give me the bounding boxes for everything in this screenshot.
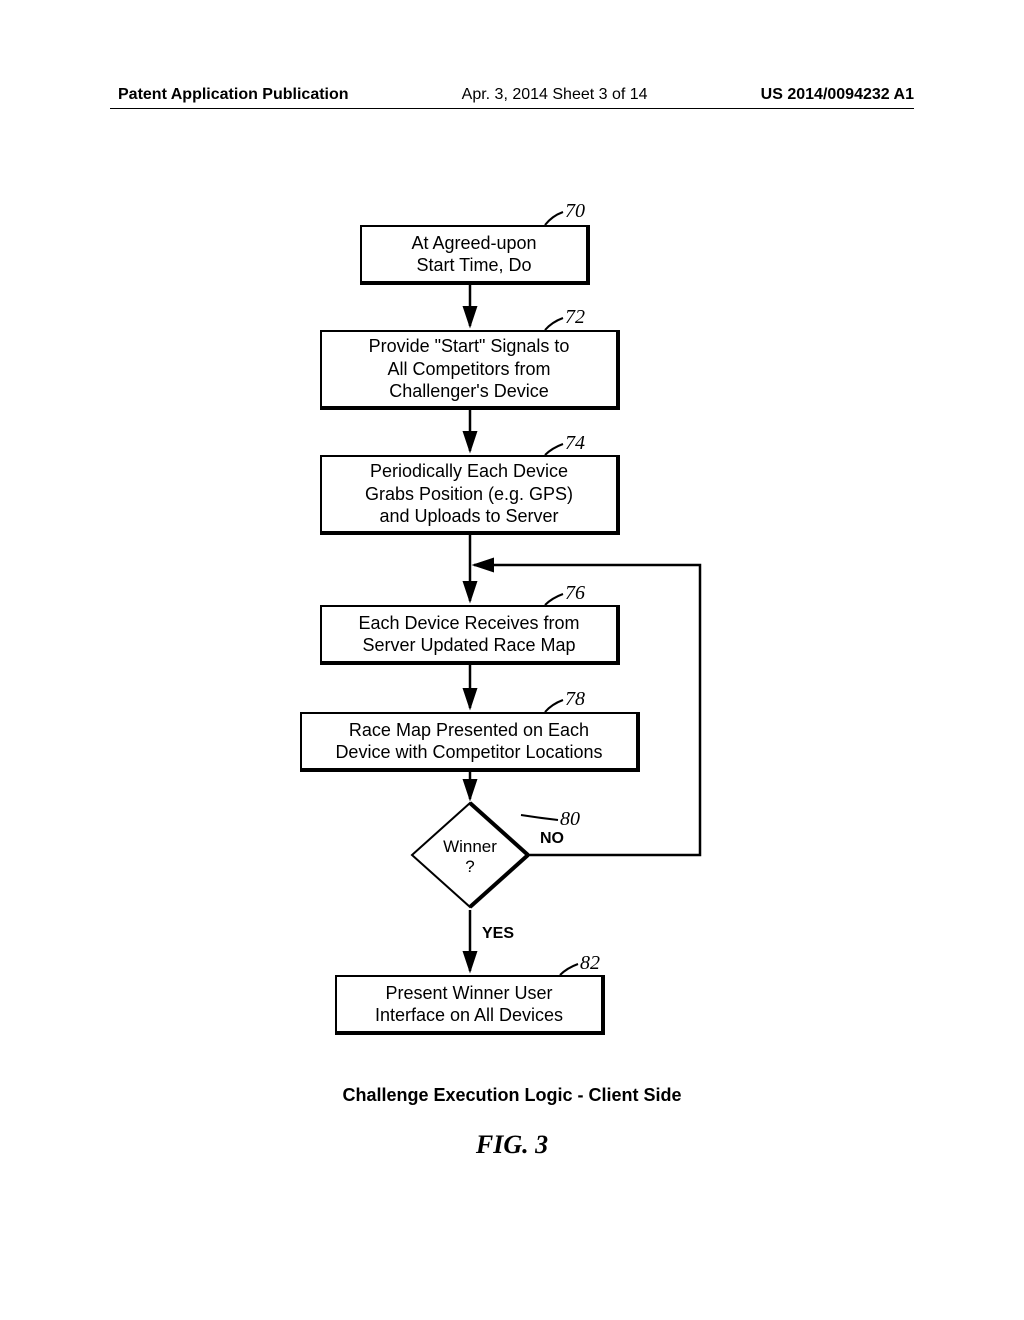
flowchart: At Agreed-uponStart Time, Do Provide "St… [0, 0, 1024, 1320]
svg-text:?: ? [465, 857, 474, 876]
figure-label: FIG. 3 [0, 1130, 1024, 1160]
svg-text:Winner: Winner [443, 837, 497, 856]
diagram-caption: Challenge Execution Logic - Client Side [0, 1085, 1024, 1106]
flowchart-svg: Winner ? [0, 0, 1024, 1320]
